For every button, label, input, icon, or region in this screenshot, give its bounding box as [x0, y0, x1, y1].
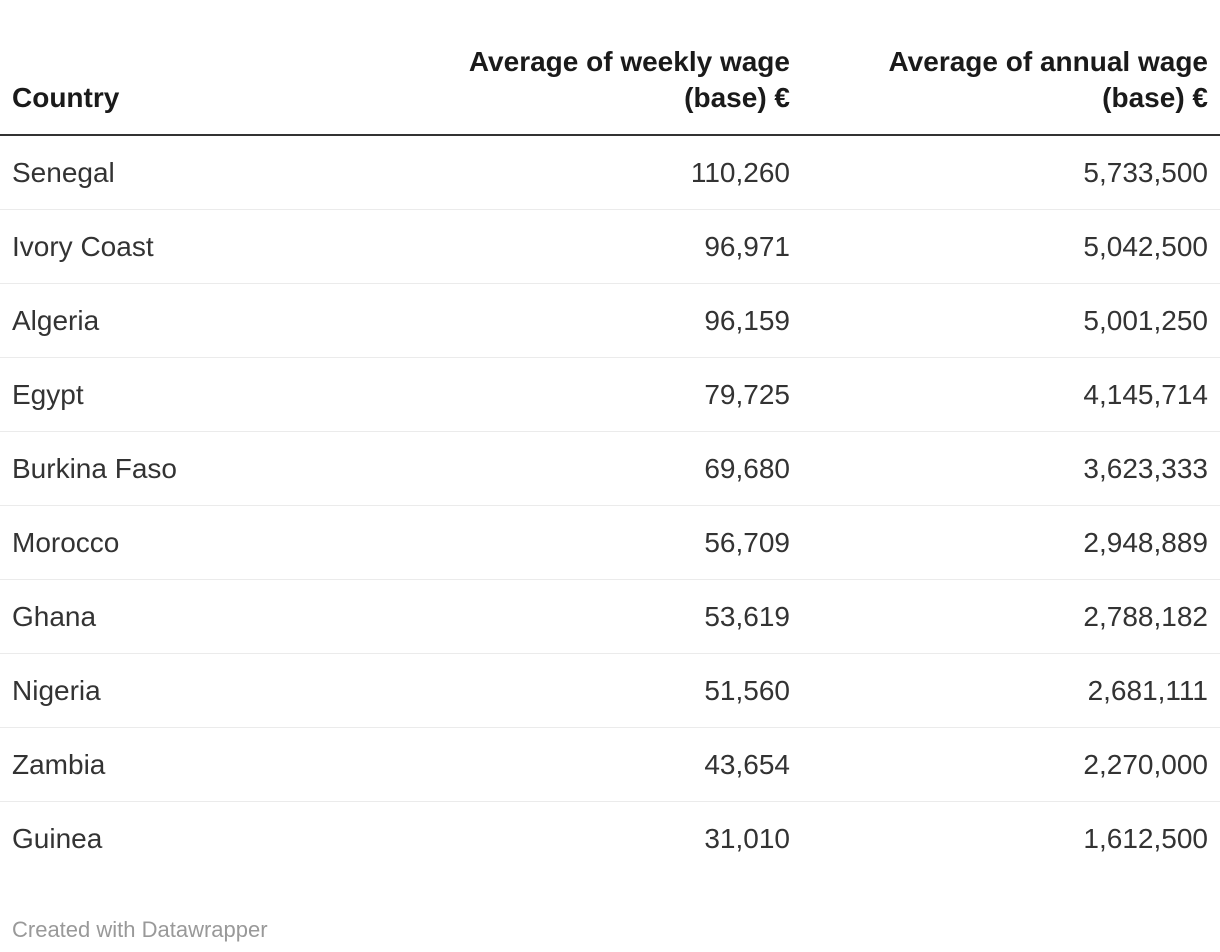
annual-wage-cell: 5,733,500 [802, 135, 1220, 210]
country-cell: Algeria [0, 283, 409, 358]
table-body: Senegal 110,260 5,733,500 Ivory Coast 96… [0, 135, 1220, 875]
weekly-wage-cell: 110,260 [409, 135, 802, 210]
country-cell: Nigeria [0, 653, 409, 728]
table-row: Ivory Coast 96,971 5,042,500 [0, 209, 1220, 284]
weekly-wage-cell: 96,971 [409, 209, 802, 284]
table-row: Egypt 79,725 4,145,714 [0, 357, 1220, 432]
column-header-annual-wage: Average of annual wage (base) € [802, 44, 1220, 136]
annual-wage-cell: 2,788,182 [802, 579, 1220, 654]
annual-wage-cell: 5,001,250 [802, 283, 1220, 358]
weekly-wage-cell: 69,680 [409, 431, 802, 506]
annual-wage-cell: 2,948,889 [802, 505, 1220, 580]
country-cell: Zambia [0, 727, 409, 802]
table-row: Senegal 110,260 5,733,500 [0, 135, 1220, 210]
annual-wage-cell: 4,145,714 [802, 357, 1220, 432]
table-header: Country Average of weekly wage (base) € … [0, 44, 1220, 136]
annual-wage-cell: 3,623,333 [802, 431, 1220, 506]
datawrapper-attribution-link[interactable]: Created with Datawrapper [12, 917, 268, 942]
country-cell: Morocco [0, 505, 409, 580]
weekly-wage-cell: 53,619 [409, 579, 802, 654]
wage-table: Country Average of weekly wage (base) € … [0, 44, 1220, 875]
country-cell: Ivory Coast [0, 209, 409, 284]
annual-wage-cell: 2,681,111 [802, 653, 1220, 728]
country-cell: Egypt [0, 357, 409, 432]
table-row: Zambia 43,654 2,270,000 [0, 727, 1220, 802]
weekly-wage-cell: 56,709 [409, 505, 802, 580]
country-cell: Guinea [12, 823, 103, 854]
table-row: Burkina Faso 69,680 3,623,333 [0, 431, 1220, 506]
country-cell: Ghana [0, 579, 409, 654]
table-row: Guinea 31,010 1,612,500 [0, 802, 1220, 876]
column-header-country: Country [0, 44, 409, 136]
annual-wage-cell: 2,270,000 [802, 727, 1220, 802]
weekly-wage-cell: 51,560 [409, 653, 802, 728]
annual-wage-cell: 5,042,500 [802, 209, 1220, 284]
table-row: Algeria 96,159 5,001,250 [0, 283, 1220, 358]
annual-wage-cell: 1,612,500 [1083, 823, 1208, 854]
table-row: Ghana 53,619 2,788,182 [0, 579, 1220, 654]
country-cell: Senegal [0, 135, 409, 210]
weekly-wage-cell: 31,010 [704, 823, 790, 854]
column-header-weekly-wage: Average of weekly wage (base) € [409, 44, 802, 136]
table-row: Nigeria 51,560 2,681,111 [0, 653, 1220, 728]
weekly-wage-cell: 79,725 [409, 357, 802, 432]
country-cell: Burkina Faso [0, 431, 409, 506]
header-row: Country Average of weekly wage (base) € … [0, 44, 1220, 136]
weekly-wage-cell: 43,654 [409, 727, 802, 802]
weekly-wage-cell: 96,159 [409, 283, 802, 358]
table-row: Morocco 56,709 2,948,889 [0, 505, 1220, 580]
